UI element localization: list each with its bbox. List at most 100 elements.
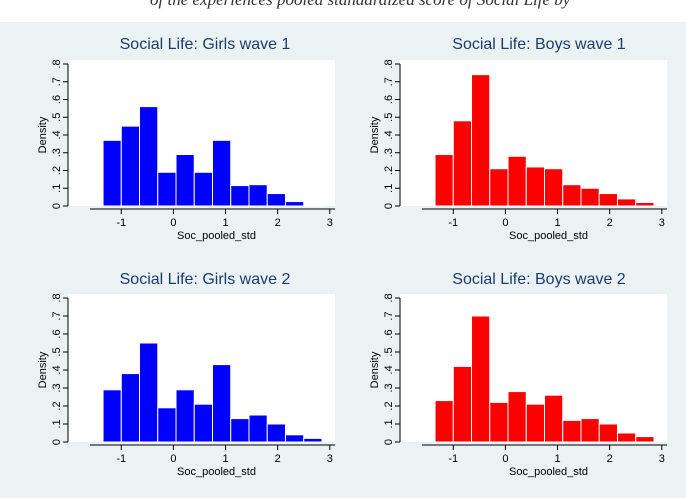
y-tick-label: .3: [383, 148, 395, 157]
y-tick-label: .4: [383, 365, 395, 374]
y-tick-label: .2: [51, 401, 63, 410]
histogram-bar: [266, 423, 286, 443]
chart-title: Social Life: Boys wave 2: [452, 271, 626, 288]
y-tick-label: .4: [51, 130, 63, 139]
histogram-bar: [102, 139, 122, 207]
histogram-bar: [434, 400, 454, 443]
x-tick-label: -1: [448, 453, 458, 465]
cropped-caption: of the experiences pooled standardized s…: [0, 0, 686, 22]
y-axis-label: Density: [369, 351, 381, 388]
y-tick-label: .1: [51, 184, 63, 193]
x-tick-label: -1: [116, 453, 126, 465]
histogram-bar: [452, 120, 473, 207]
chart-title: Social Life: Girls wave 1: [120, 36, 291, 53]
x-tick-label: -1: [448, 217, 458, 229]
histogram-bar: [598, 193, 618, 207]
histogram-bar: [284, 201, 305, 207]
x-tick-label: 2: [607, 453, 613, 465]
y-tick-label: .3: [51, 383, 63, 392]
y-axis-label: Density: [37, 116, 49, 153]
histogram-bar: [157, 171, 177, 207]
x-tick-label: 1: [554, 453, 560, 465]
y-tick-label: .1: [383, 419, 395, 428]
chart-title: Social Life: Girls wave 2: [120, 271, 291, 288]
histogram-bar: [489, 168, 509, 207]
histogram-bar: [102, 389, 122, 443]
histogram-bar: [175, 389, 195, 443]
x-axis-label: Soc_pooled_std: [177, 230, 256, 242]
histogram-bar: [471, 315, 491, 443]
x-tick-label: 0: [502, 453, 508, 465]
histogram-bar: [120, 373, 141, 443]
x-tick-label: 3: [327, 217, 333, 229]
y-tick-label: 0: [383, 439, 395, 445]
histogram-bar: [139, 342, 159, 443]
histogram-bar: [544, 168, 564, 207]
histogram-bar: [507, 155, 527, 207]
y-tick-label: .7: [383, 311, 395, 320]
histogram-bar: [248, 414, 268, 443]
y-tick-label: .6: [51, 95, 63, 104]
y-axis-label: Density: [369, 116, 381, 153]
y-tick-label: .2: [383, 166, 395, 175]
y-tick-label: .4: [383, 130, 395, 139]
y-tick-label: .4: [51, 365, 63, 374]
histogram-bar: [284, 434, 305, 443]
histogram-bar: [303, 437, 323, 443]
histogram-bar: [544, 394, 564, 443]
y-tick-label: .3: [383, 383, 395, 392]
x-tick-label: 0: [170, 453, 176, 465]
histogram-panel-1: Social Life: Girls wave 1 0 .1 .2 .3 .4 .5 .6 .7…: [37, 36, 335, 242]
histogram-panel-3: Social Life: Girls wave 2 0 .1 .2 .3 .4 .5 .6 .7…: [37, 271, 335, 478]
x-tick-label: 2: [275, 453, 281, 465]
y-tick-label: 0: [51, 203, 63, 209]
chart-title: Social Life: Boys wave 1: [452, 36, 626, 53]
x-axis-label: Soc_pooled_std: [177, 466, 256, 478]
y-tick-label: .7: [51, 311, 63, 320]
histogram-bar: [303, 204, 323, 207]
histogram-bar: [193, 171, 214, 207]
y-tick-label: .1: [383, 184, 395, 193]
histogram-bar: [580, 187, 600, 207]
histogram-bar: [616, 432, 637, 443]
histogram-bar: [525, 166, 545, 207]
caption-fragment: of the experiences pooled standardized s…: [150, 0, 570, 10]
x-tick-label: 1: [222, 453, 228, 465]
histogram-bar: [635, 436, 655, 443]
histogram-panel-2: Social Life: Boys wave 1 0 .1 .2 .3 .4 .5 .6 .7.…: [369, 36, 667, 242]
y-tick-label: .5: [51, 347, 63, 356]
y-tick-label: .5: [383, 347, 395, 356]
x-tick-label: 1: [554, 217, 560, 229]
y-tick-label: .8: [383, 59, 395, 68]
histogram-bar: [193, 403, 214, 443]
x-tick-label: 2: [607, 217, 613, 229]
histogram-bar: [489, 401, 509, 443]
x-tick-label: -1: [116, 217, 126, 229]
y-tick-label: .2: [383, 401, 395, 410]
y-axis-label: Density: [37, 351, 49, 388]
histogram-bar: [212, 139, 232, 207]
y-tick-label: .8: [51, 293, 63, 302]
y-tick-label: .8: [383, 293, 395, 302]
histogram-bar: [157, 407, 177, 443]
histogram-bar: [562, 184, 582, 207]
x-axis-label: Soc_pooled_std: [509, 466, 588, 478]
y-tick-label: .3: [51, 148, 63, 157]
x-tick-label: 0: [170, 217, 176, 229]
histogram-bar: [139, 106, 159, 207]
histogram-bar: [434, 154, 454, 207]
histogram-bar: [212, 364, 232, 443]
x-tick-label: 2: [275, 217, 281, 229]
histogram-bar: [175, 154, 195, 207]
histogram-bar: [266, 193, 286, 207]
histogram-bar: [471, 74, 491, 207]
x-tick-label: 3: [659, 217, 665, 229]
x-tick-label: 3: [659, 453, 665, 465]
y-tick-label: .8: [51, 59, 63, 68]
histogram-bar: [580, 418, 600, 443]
y-tick-label: .6: [51, 329, 63, 338]
y-tick-label: 0: [51, 439, 63, 445]
histogram-bar: [120, 125, 141, 207]
histogram-panel-4: Social Life: Boys wave 2 0 .1 .2 .3 .4 .5 .6 .7.…: [369, 271, 667, 478]
histogram-bar: [635, 201, 655, 207]
